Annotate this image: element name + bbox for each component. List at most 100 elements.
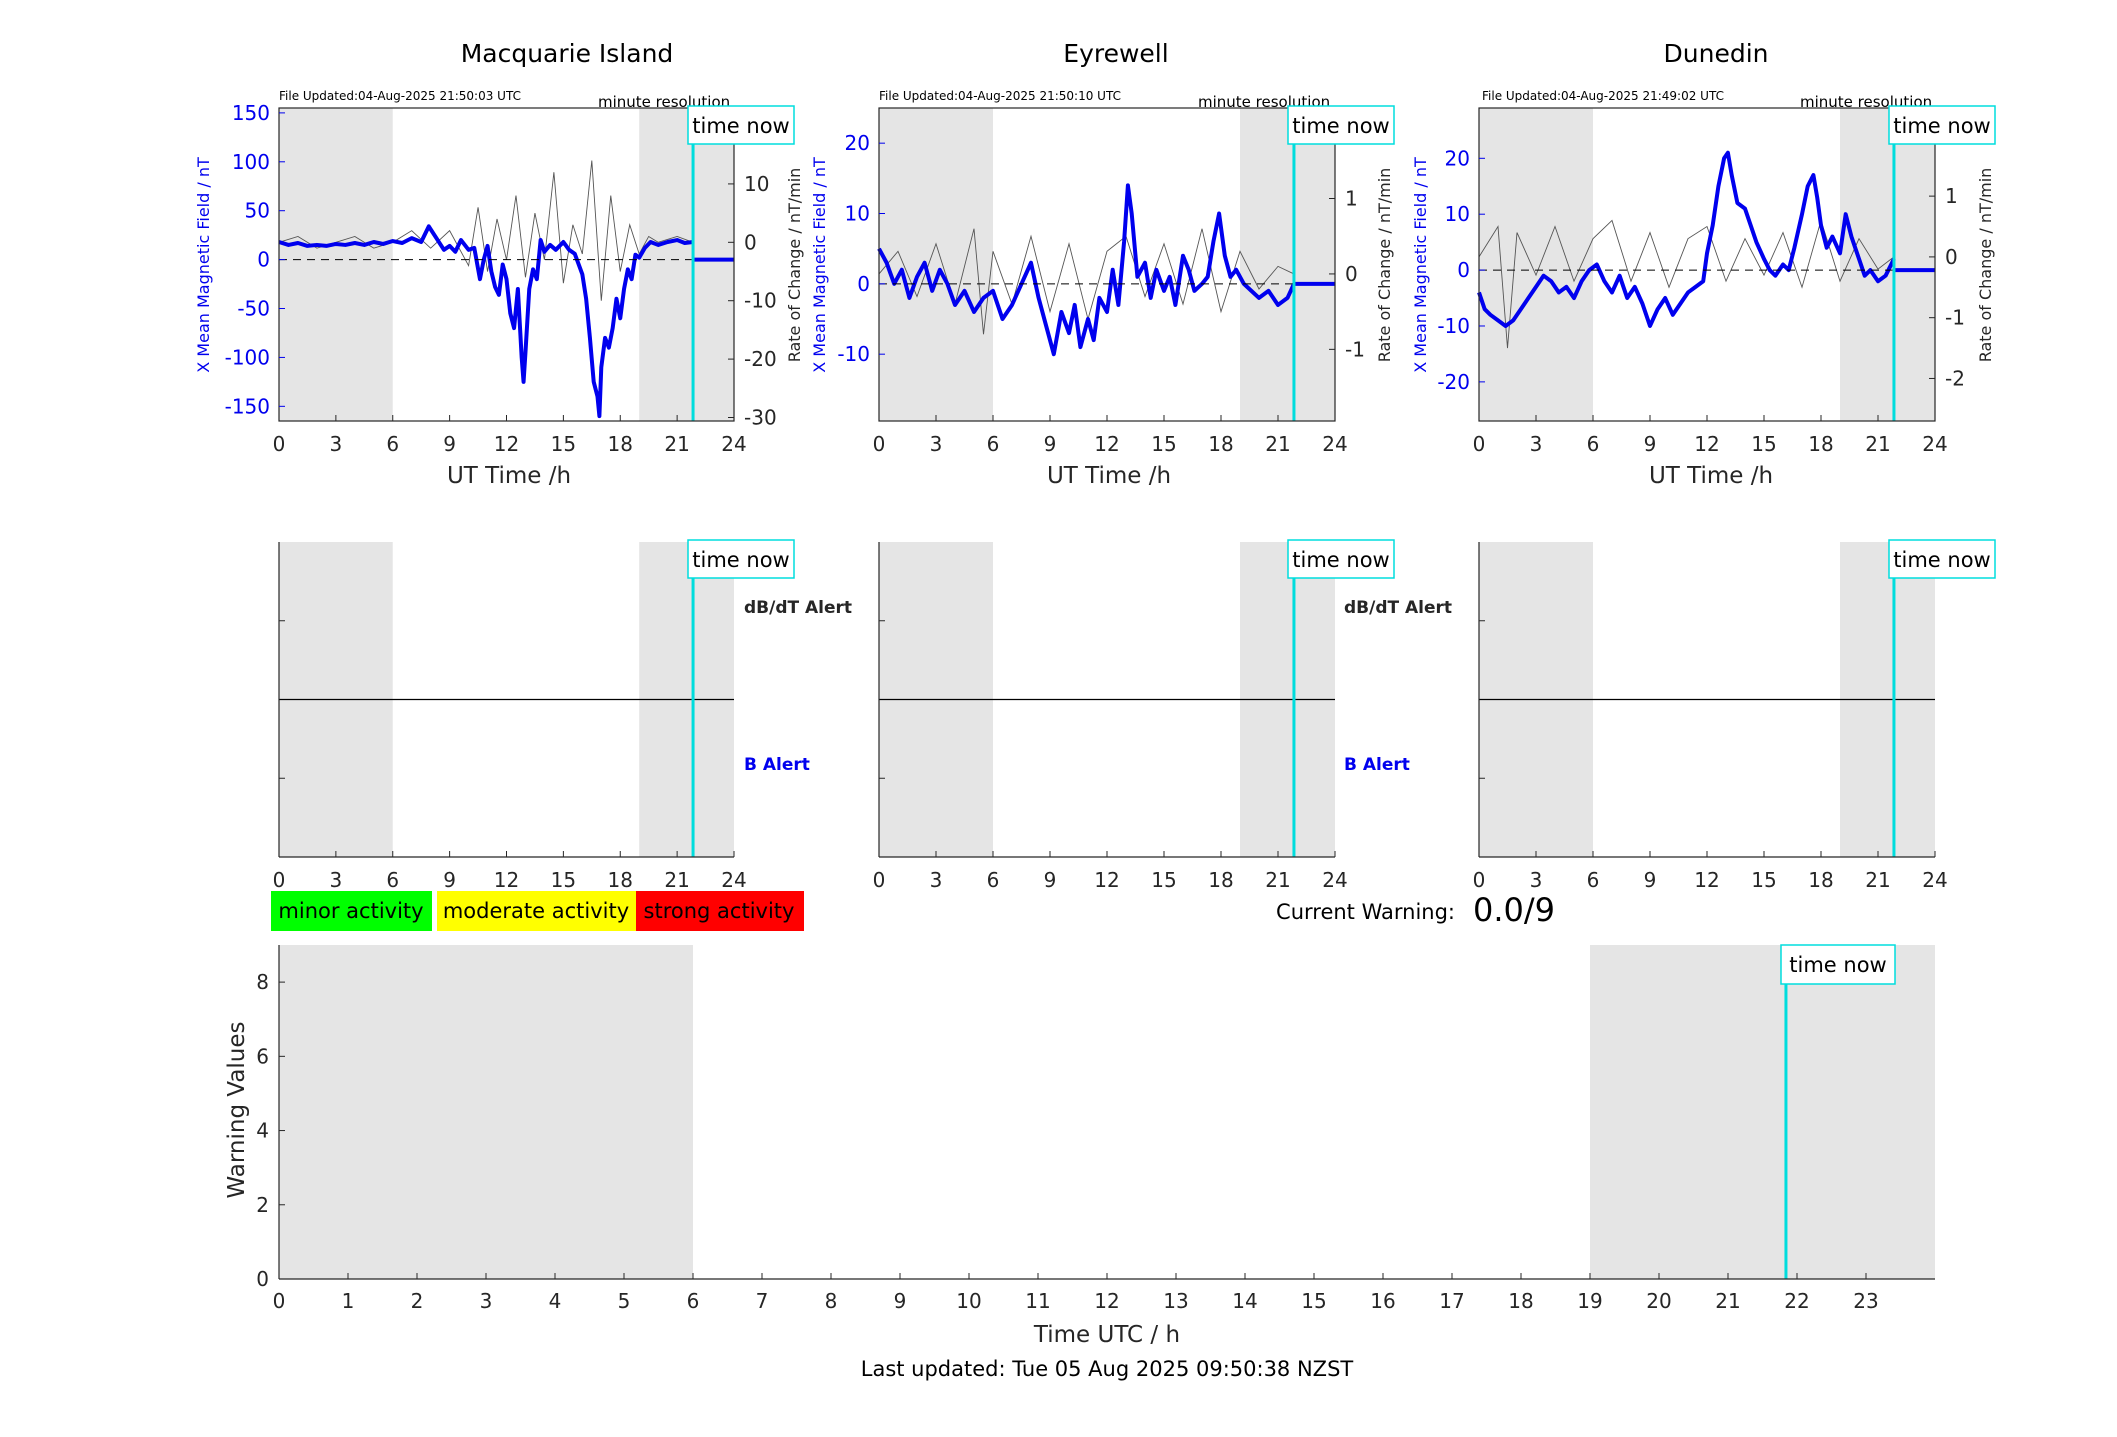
panel-2-right-ylabel: Rate of Change / nT/min bbox=[1976, 168, 1995, 363]
warning-xtick-label: 14 bbox=[1232, 1289, 1257, 1313]
panel-1-xtick-label: 18 bbox=[1208, 432, 1233, 456]
warning-ylabel: Warning Values bbox=[224, 1021, 250, 1198]
panel-0-field-line bbox=[278, 224, 694, 419]
alert-1-xtick-label: 0 bbox=[873, 868, 886, 892]
panel-2-title: Dunedin bbox=[1664, 39, 1769, 68]
panel-1-xtick-label: 0 bbox=[873, 432, 886, 456]
panel-0-y2tick-label: -30 bbox=[744, 405, 777, 429]
panel-2-xtick-label: 18 bbox=[1808, 432, 1833, 456]
panel-1-updated: File Updated:04-Aug-2025 21:50:10 UTC bbox=[879, 89, 1121, 103]
alert-0-xtick-label: 24 bbox=[721, 868, 746, 892]
panel-1-xtick-label: 12 bbox=[1094, 432, 1119, 456]
panel-1-y2tick-label: 0 bbox=[1345, 262, 1358, 286]
alert-0-b-label: B Alert bbox=[744, 755, 810, 775]
warning-shading bbox=[279, 945, 1935, 1279]
warning-shade-0 bbox=[279, 945, 693, 1279]
alert-1-xtick-label: 18 bbox=[1208, 868, 1233, 892]
panel-2-y-ticks: -20 -10 0 10 20 bbox=[1437, 146, 1485, 394]
legend-minor-label: minor activity bbox=[278, 899, 423, 923]
panel-1-left-ylabel: X Mean Magnetic Field / nT bbox=[810, 157, 829, 373]
panel-0-title: Macquarie Island bbox=[461, 39, 674, 68]
panel-1-xtick-label: 24 bbox=[1322, 432, 1347, 456]
warning-xtick-label: 5 bbox=[618, 1289, 631, 1313]
warning-xtick-label: 17 bbox=[1439, 1289, 1464, 1313]
panel-0-xtick-label: 0 bbox=[273, 432, 286, 456]
panel-2-left-ylabel: X Mean Magnetic Field / nT bbox=[1411, 157, 1430, 373]
panel-0-ytick-label: -150 bbox=[225, 394, 270, 418]
alert-1-x-ticks: 0 3 6 9 12 15 18 21 24 bbox=[873, 851, 1348, 892]
warning-xtick-label: 2 bbox=[411, 1289, 424, 1313]
alert-1: 0 3 6 9 12 15 18 21 24 time now dB/dT Alert B Al… bbox=[873, 539, 1452, 892]
panel-1-field-line bbox=[877, 183, 1296, 357]
alert-2-xtick-label: 21 bbox=[1865, 868, 1890, 892]
alert-1-xtick-label: 6 bbox=[987, 868, 1000, 892]
warning-xtick-label: 0 bbox=[273, 1289, 286, 1313]
warning-xtick-label: 12 bbox=[1094, 1289, 1119, 1313]
panel-0-shade-1 bbox=[639, 108, 734, 421]
alert-0-x-ticks: 0 3 6 9 12 15 18 21 24 bbox=[273, 851, 747, 892]
warning-xtick-label: 23 bbox=[1853, 1289, 1878, 1313]
warning-ytick-label: 8 bbox=[256, 970, 269, 994]
panel-0-xtick-label: 15 bbox=[551, 432, 576, 456]
alert-0-xtick-label: 0 bbox=[273, 868, 286, 892]
panel-2-y2tick-label: 0 bbox=[1945, 245, 1958, 269]
alert-0-xtick-label: 9 bbox=[443, 868, 456, 892]
warning-shade-1 bbox=[1590, 945, 1935, 1279]
panel-0-y2tick-label: 10 bbox=[744, 172, 769, 196]
warning-xtick-label: 15 bbox=[1301, 1289, 1326, 1313]
panel-1-xlabel: UT Time /h bbox=[1047, 463, 1171, 489]
warning-ytick-label: 6 bbox=[256, 1044, 269, 1068]
panel-1-shade-1 bbox=[1240, 108, 1335, 421]
panel-1-right-ylabel: Rate of Change / nT/min bbox=[1375, 168, 1394, 363]
alert-0: 0 3 6 9 12 15 18 21 24 time now dB/dT Alert B Al… bbox=[273, 539, 852, 892]
warning-xtick-label: 16 bbox=[1370, 1289, 1395, 1313]
alert-2-xtick-label: 18 bbox=[1808, 868, 1833, 892]
warning-xtick-label: 22 bbox=[1784, 1289, 1809, 1313]
panel-2-ytick-label: -10 bbox=[1437, 314, 1470, 338]
panel-0-ytick-label: -100 bbox=[225, 345, 270, 369]
warning-ytick-label: 4 bbox=[256, 1119, 269, 1143]
warning-xtick-label: 6 bbox=[687, 1289, 700, 1313]
panel-1-time-now-box bbox=[1287, 105, 1395, 145]
panel-1-y2tick-label: -1 bbox=[1345, 337, 1365, 361]
alert-1-time-now-label: time now bbox=[1292, 548, 1389, 572]
panel-2-left-series bbox=[1477, 150, 1935, 328]
panel-0-right-series bbox=[278, 160, 694, 301]
panel-1-shading bbox=[879, 108, 1335, 421]
alert-2-x-ticks: 0 3 6 9 12 15 18 21 24 bbox=[1473, 851, 1948, 892]
panel-0-xtick-label: 24 bbox=[721, 432, 746, 456]
panel-2-y2tick-label: -2 bbox=[1945, 366, 1965, 390]
alert-0-time-now-box bbox=[687, 539, 795, 579]
alert-1-xtick-label: 3 bbox=[930, 868, 943, 892]
panel-0-shading bbox=[279, 108, 734, 421]
warning-xtick-label: 20 bbox=[1646, 1289, 1671, 1313]
warning-xtick-label: 1 bbox=[342, 1289, 355, 1313]
panel-2-ytick-label: 20 bbox=[1445, 146, 1470, 170]
panel-0-ytick-label: 0 bbox=[257, 248, 270, 272]
alert-2-xtick-label: 24 bbox=[1922, 868, 1947, 892]
panel-1-xtick-label: 3 bbox=[930, 432, 943, 456]
warning-xtick-label: 11 bbox=[1025, 1289, 1050, 1313]
alert-0-xtick-label: 6 bbox=[386, 868, 399, 892]
alert-2-xtick-label: 9 bbox=[1644, 868, 1657, 892]
panel-2-xtick-label: 24 bbox=[1922, 432, 1947, 456]
panel-1-y2tick-label: 1 bbox=[1345, 187, 1358, 211]
warning-xlabel: Time UTC / h bbox=[1033, 1322, 1180, 1348]
panel-1-xtick-label: 15 bbox=[1151, 432, 1176, 456]
current-warning-value: 0.0/9 bbox=[1473, 891, 1555, 929]
warning-time-now-box bbox=[1780, 944, 1896, 985]
alert-0-xtick-label: 18 bbox=[608, 868, 633, 892]
warning-xtick-label: 4 bbox=[549, 1289, 562, 1313]
warning-xtick-label: 18 bbox=[1508, 1289, 1533, 1313]
panel-0-time-now-box bbox=[687, 105, 795, 145]
alert-2: 0 3 6 9 12 15 18 21 24 time now bbox=[1473, 539, 1996, 892]
panel-1-ytick-label: 0 bbox=[857, 272, 870, 296]
warning-y-ticks: 0 2 4 6 8 bbox=[256, 970, 285, 1291]
alert-1-dbdt-label: dB/dT Alert bbox=[1344, 598, 1452, 618]
panel-1-ytick-label: 10 bbox=[845, 202, 870, 226]
alert-2-time-now-label: time now bbox=[1893, 548, 1990, 572]
warning-xtick-label: 10 bbox=[956, 1289, 981, 1313]
legend-strong-label: strong activity bbox=[644, 899, 795, 923]
panel-0-time-now-label: time now bbox=[692, 114, 789, 138]
panel-2-ytick-label: 0 bbox=[1457, 258, 1470, 282]
